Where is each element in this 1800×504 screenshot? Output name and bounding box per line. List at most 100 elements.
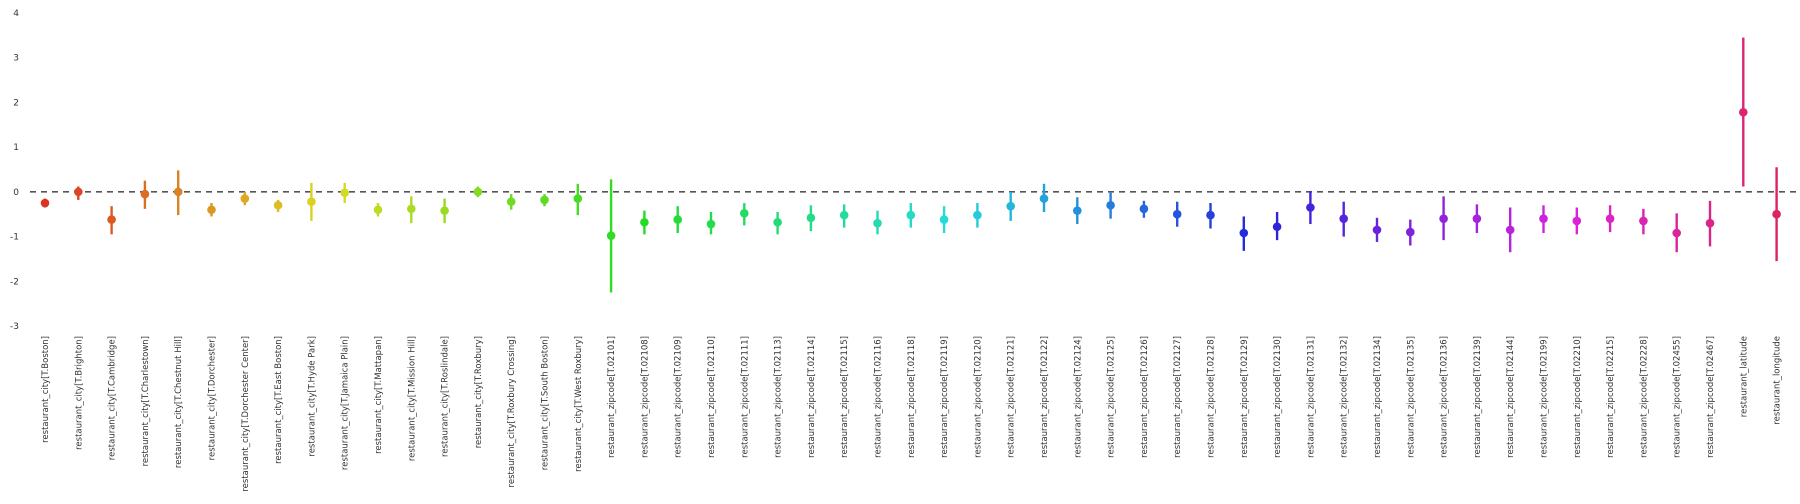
data-point [40, 198, 50, 208]
x-tick-label: restaurant_city[T.Mission Hill] [407, 336, 417, 461]
x-tick-label: restaurant_zipcode[T.02139] [1473, 336, 1483, 458]
data-point [1505, 225, 1515, 235]
y-tick-label: 1 [13, 143, 19, 153]
x-tick-label: restaurant_city[T.Roxbury Crossing] [507, 336, 517, 487]
data-point [1106, 200, 1115, 210]
y-tick-label: 3 [13, 54, 19, 64]
x-tick-label: restaurant_zipcode[T.02134] [1373, 336, 1383, 458]
x-tick-label: restaurant_zipcode[T.02124] [1073, 336, 1083, 458]
x-tick-label: restaurant_zipcode[T.02126] [1140, 336, 1150, 458]
x-tick-label: restaurant_city[T.Boston] [41, 336, 51, 443]
data-point [1306, 203, 1315, 212]
data-point [506, 197, 516, 206]
error-bars [43, 37, 1778, 293]
x-tick-label: restaurant_city[T.Dorchester] [208, 336, 218, 460]
data-point [207, 205, 216, 215]
data-point [973, 210, 982, 220]
data-point [640, 217, 649, 227]
data-point [540, 195, 549, 205]
data-point [373, 205, 383, 215]
data-point [240, 194, 250, 203]
x-tick-label: restaurant_zipcode[T.02136] [1440, 336, 1450, 458]
x-tick-label: restaurant_zipcode[T.02101] [607, 336, 617, 458]
data-point [1605, 214, 1615, 223]
data-point [939, 215, 949, 224]
data-point [173, 187, 183, 197]
x-tick-label: restaurant_city[T.Jamaica Plain] [341, 336, 351, 470]
data-point [806, 213, 816, 223]
x-tick-label: restaurant_zipcode[T.02113] [774, 336, 784, 458]
x-tick-label: restaurant_zipcode[T.02119] [940, 336, 950, 458]
data-point [1539, 214, 1548, 223]
data-point [1372, 225, 1382, 235]
y-tick-label: -2 [10, 277, 19, 287]
x-tick-label: restaurant_zipcode[T.02108] [640, 336, 650, 458]
x-tick-label: restaurant_zipcode[T.02467] [1706, 336, 1716, 458]
data-point [1039, 194, 1049, 203]
data-point [1339, 214, 1348, 223]
x-tick-label: restaurant_zipcode[T.02144] [1506, 336, 1516, 458]
data-point [1572, 216, 1582, 226]
data-point [1272, 222, 1282, 232]
x-tick-label: restaurant_zipcode[T.02122] [1040, 336, 1050, 458]
data-point [906, 210, 916, 220]
data-point [573, 194, 583, 203]
x-tick-label: restaurant_city[T.Chestnut Hill] [174, 336, 184, 468]
data-point [1139, 204, 1149, 214]
data-point [407, 204, 416, 214]
x-tick-label: restaurant_zipcode[T.02132] [1340, 336, 1350, 458]
data-point [1439, 214, 1448, 223]
data-point [673, 215, 682, 224]
y-tick-label: 4 [13, 9, 19, 19]
x-tick-label: restaurant_city[T.South Boston] [541, 336, 551, 470]
x-tick-label: restaurant_zipcode[T.02118] [907, 336, 917, 458]
data-point [140, 189, 150, 199]
x-tick-label: restaurant_city[T.Cambridge] [108, 336, 118, 460]
x-tick-label: restaurant_city[T.Dorchester Center] [241, 336, 251, 492]
x-tick-label: restaurant_city[T.West Roxbury] [574, 336, 584, 472]
x-axis: restaurant_city[T.Boston] restaurant_city… [41, 336, 1783, 492]
x-tick-label: restaurant_zipcode[T.02114] [807, 336, 817, 458]
x-tick-label: restaurant_zipcode[T.02111] [740, 336, 750, 458]
data-point [740, 209, 749, 218]
x-tick-label: restaurant_zipcode[T.02131] [1306, 336, 1316, 458]
x-tick-label: restaurant_zipcode[T.02128] [1207, 336, 1217, 458]
data-point [273, 200, 283, 210]
data-point [1772, 209, 1781, 219]
data-point [706, 219, 716, 229]
data-point [773, 217, 782, 227]
x-tick-label: restaurant_city[T.East Boston] [274, 336, 284, 464]
data-point [1172, 209, 1182, 219]
x-tick-label: restaurant_zipcode[T.02455] [1673, 336, 1683, 458]
x-tick-label: restaurant_zipcode[T.02116] [874, 336, 884, 458]
data-point [1639, 216, 1648, 226]
y-tick-label: -1 [10, 233, 19, 243]
data-point [873, 218, 882, 228]
x-tick-label: restaurant_city[T.Hyde Park] [307, 336, 317, 457]
x-tick-label: restaurant_zipcode[T.02129] [1240, 336, 1250, 458]
y-tick-label: 0 [13, 188, 19, 198]
x-tick-label: restaurant_zipcode[T.02215] [1606, 336, 1616, 458]
data-point [74, 187, 83, 197]
y-tick-label: 2 [13, 98, 19, 108]
data-point [307, 197, 316, 206]
x-tick-label: restaurant_city[T.Roslindale] [441, 336, 451, 457]
data-point [1206, 210, 1215, 220]
data-point [839, 210, 849, 220]
data-point [107, 215, 116, 224]
data-point [1739, 107, 1748, 117]
data-point [1406, 227, 1415, 237]
x-tick-label: restaurant_zipcode[T.02210] [1573, 336, 1583, 458]
x-tick-label: restaurant_city[T.Mattapan] [374, 336, 384, 454]
x-tick-label: restaurant_longitude [1773, 336, 1783, 425]
data-point [1239, 228, 1249, 238]
data-point [440, 206, 449, 215]
data-point [1006, 201, 1015, 211]
y-tick-label: -3 [10, 322, 19, 332]
x-tick-label: restaurant_city[T.Roxbury] [474, 336, 484, 448]
x-tick-label: restaurant_zipcode[T.02125] [1107, 336, 1117, 458]
data-point [606, 231, 616, 240]
data-points [40, 107, 1781, 240]
